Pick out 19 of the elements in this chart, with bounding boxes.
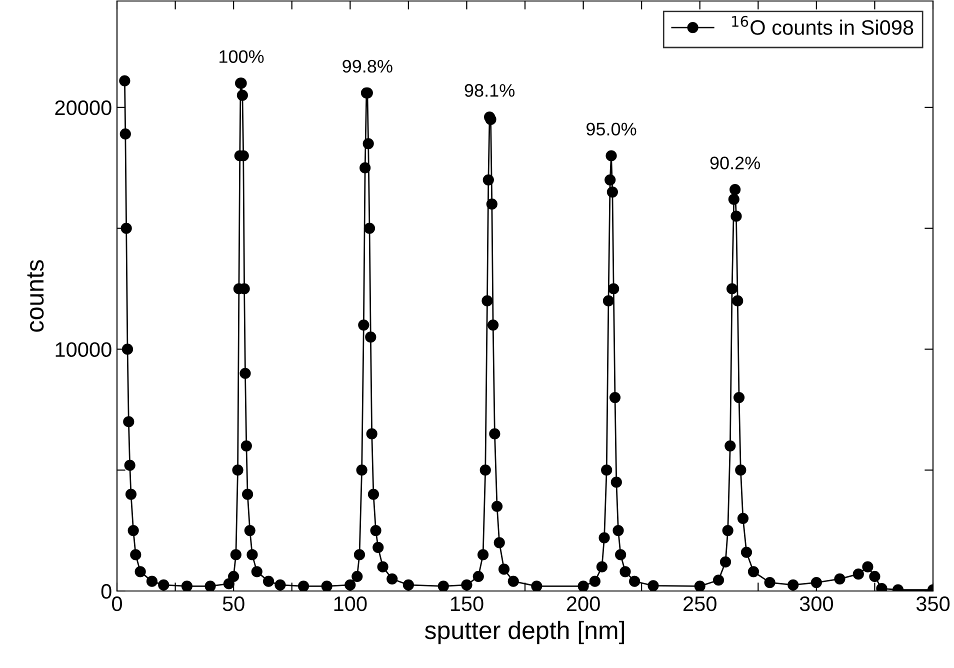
y-tick-label: 20000	[55, 100, 112, 116]
x-tick-label: 300	[800, 596, 833, 612]
x-axis-title: sputter depth [nm]	[424, 620, 624, 644]
y-tick-label: 0	[101, 584, 112, 599]
y-tick-label: 10000	[56, 342, 112, 357]
legend-label: $^{16}$O counts in Si098	[732, 16, 914, 35]
x-tick-label: 150	[450, 596, 484, 612]
x-tick-label: 50	[222, 596, 244, 612]
annotation: 90.2%	[710, 156, 760, 170]
x-tick-label: 350	[916, 596, 950, 612]
annotation: 100%	[220, 50, 264, 63]
annotation: 98.1%	[464, 84, 515, 97]
x-tick-label: 0	[112, 596, 122, 612]
y-axis-title: counts	[27, 260, 44, 332]
x-tick-label: 100	[334, 596, 367, 612]
x-tick-label: 250	[684, 596, 716, 612]
x-tick-label: 200	[566, 596, 600, 612]
annotation: 99.8%	[342, 60, 392, 73]
annotation: 95.0%	[586, 122, 636, 136]
